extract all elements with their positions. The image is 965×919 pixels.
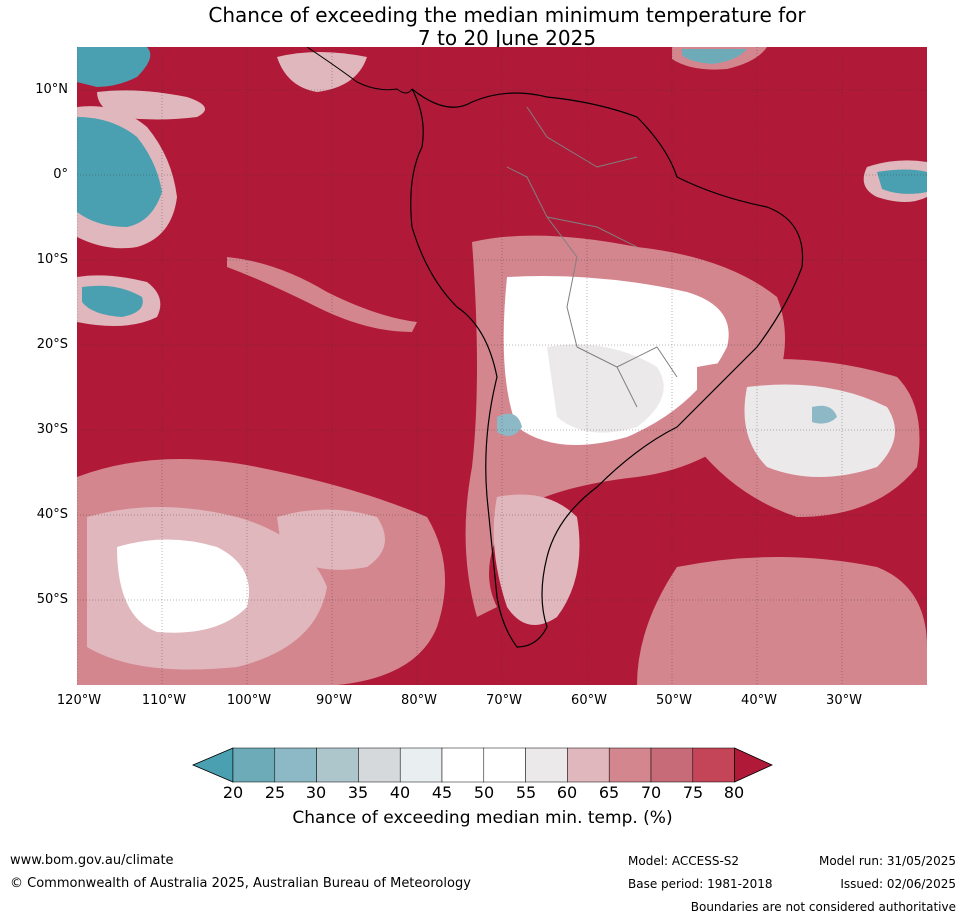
cbar-tick-35: 35 <box>347 783 369 802</box>
south-pacific-lowmid <box>277 509 385 570</box>
disclaimer-text: Boundaries are not considered authoritat… <box>690 900 956 914</box>
cbar-tick-75: 75 <box>682 783 704 802</box>
colorbar-bin-70-75 <box>650 747 694 783</box>
colorbar-label: Chance of exceeding median min. temp. (%… <box>292 808 673 828</box>
colorbar-high-extend <box>734 747 773 783</box>
colorbar <box>191 747 773 783</box>
cbar-tick-20: 20 <box>222 783 244 802</box>
south-pacific-neutral <box>117 539 249 633</box>
website-link[interactable]: www.bom.gov.au/climate <box>10 853 174 868</box>
pacific-low-core-south <box>82 285 143 317</box>
colorbar-bin-30-35 <box>316 747 359 783</box>
andes-low-patch <box>497 413 522 436</box>
pacific-mid-band <box>227 257 417 332</box>
caribbean-low-core <box>682 49 747 64</box>
cbar-tick-45: 45 <box>431 783 453 802</box>
colorbar-bin-25-30 <box>274 747 317 783</box>
model-run-text: Model run: 31/05/2025 <box>818 854 956 868</box>
lon-label-30w: 30°W <box>826 693 862 708</box>
map-title: Chance of exceeding the median minimum t… <box>77 4 937 50</box>
lat-label-50s: 50°S <box>36 592 68 607</box>
pacific-low-region-north <box>77 47 151 87</box>
cbar-tick-40: 40 <box>389 783 411 802</box>
colorbar-bin-50-55 <box>483 747 526 783</box>
lon-label-60w: 60°W <box>571 693 607 708</box>
cbar-tick-70: 70 <box>640 783 662 802</box>
lat-label-0: 0° <box>53 167 68 182</box>
title-line-2: 7 to 20 June 2025 <box>417 26 597 50</box>
colorbar-bin-20-25 <box>232 747 276 783</box>
probability-map <box>77 47 927 685</box>
cbar-tick-30: 30 <box>305 783 327 802</box>
graticule <box>77 47 927 685</box>
patagonia-mid <box>493 494 580 625</box>
copyright-text: © Commonwealth of Australia 2025, Austra… <box>10 876 471 891</box>
model-text: Model: ACCESS-S2 <box>628 854 740 868</box>
lat-label-30s: 30°S <box>36 422 68 437</box>
pacific-north-mid <box>97 90 205 120</box>
colorbar-low-extend <box>191 747 234 783</box>
lon-label-80w: 80°W <box>401 693 437 708</box>
central-america-mid <box>277 52 367 92</box>
title-line-1: Chance of exceeding the median minimum t… <box>208 3 806 27</box>
colorbar-bin-55-60 <box>525 747 568 783</box>
south-atlantic-neutral-region <box>744 384 895 477</box>
cbar-tick-50: 50 <box>473 783 495 802</box>
country-borders <box>506 106 678 408</box>
cbar-tick-25: 25 <box>264 783 286 802</box>
lat-label-20s: 20°S <box>36 337 68 352</box>
cbar-tick-65: 65 <box>598 783 620 802</box>
lon-label-90w: 90°W <box>316 693 352 708</box>
cbar-tick-60: 60 <box>556 783 578 802</box>
atlantic-low-core <box>877 169 927 194</box>
colorbar-bin-75-80 <box>692 747 735 783</box>
colorbar-bin-35-40 <box>358 747 401 783</box>
pacific-low-core-equator <box>77 117 162 227</box>
cbar-tick-55: 55 <box>515 783 537 802</box>
lon-label-120w: 120°W <box>56 693 102 708</box>
colorbar-bin-45-50 <box>441 747 485 783</box>
central-america-coastline <box>306 47 413 94</box>
base-period-text: Base period: 1981-2018 <box>628 877 773 891</box>
issued-text: Issued: 02/06/2025 <box>840 877 956 891</box>
south-america-coastline <box>410 88 804 648</box>
lat-label-10s: 10°S <box>36 252 68 267</box>
lon-label-50w: 50°W <box>656 693 692 708</box>
colorbar-bin-65-70 <box>608 747 652 783</box>
south-atlantic-south-mid <box>637 557 927 685</box>
lon-label-100w: 100°W <box>226 693 272 708</box>
cbar-tick-80: 80 <box>723 783 745 802</box>
lon-label-70w: 70°W <box>486 693 522 708</box>
south-atlantic-low-patch <box>812 405 837 424</box>
lat-label-40s: 40°S <box>36 507 68 522</box>
colorbar-bin-40-45 <box>399 747 443 783</box>
colorbar-bin-60-65 <box>567 747 610 783</box>
lon-label-40w: 40°W <box>741 693 777 708</box>
lon-label-110w: 110°W <box>141 693 187 708</box>
lat-label-10n: 10°N <box>35 82 68 97</box>
south-america-light-region <box>547 344 664 433</box>
